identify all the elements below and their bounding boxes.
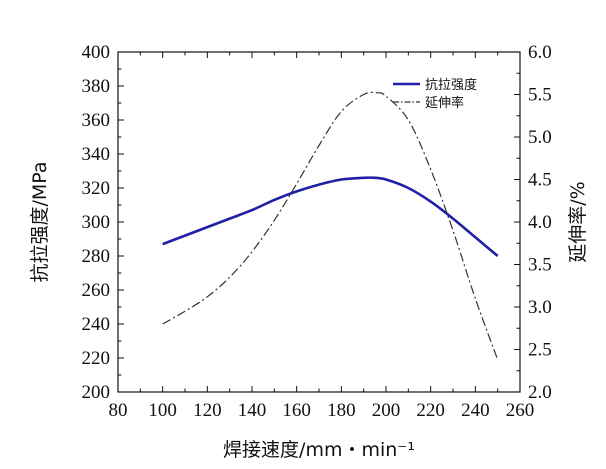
y-left-tick-label: 280 [82, 246, 111, 267]
right-y-axis-title: 延伸率/% [567, 181, 589, 262]
y-right-tick-label: 5.0 [528, 127, 552, 148]
y-right-tick-label: 4.0 [528, 212, 552, 233]
y-right-tick-label: 3.0 [528, 297, 552, 318]
y-right-tick-label: 2.0 [528, 382, 552, 403]
y-left-tick-label: 360 [82, 110, 111, 131]
y-right-tick-label: 3.5 [528, 255, 552, 276]
y-left-tick-label: 200 [82, 382, 111, 403]
x-tick-label: 120 [193, 400, 222, 421]
y-right-tick-label: 6.0 [528, 42, 552, 63]
y-left-tick-label: 400 [82, 42, 111, 63]
series-lines [162, 91, 499, 360]
x-tick-label: 240 [461, 400, 490, 421]
left-y-axis-title: 抗拉强度/MPa [29, 161, 51, 282]
y-left-tick-label: 240 [82, 314, 111, 335]
y-left-tick-label: 380 [82, 76, 111, 97]
y-left-tick-label: 220 [82, 348, 111, 369]
series-line-1 [162, 176, 499, 257]
legend-label-1: 抗拉强度 [425, 77, 477, 93]
x-tick-label: 160 [282, 400, 311, 421]
y-right-tick-label: 5.5 [528, 85, 552, 106]
series-line-2 [162, 91, 499, 360]
y-left-tick-label: 340 [82, 144, 111, 165]
x-tick-label: 200 [372, 400, 401, 421]
x-tick-label: 80 [109, 400, 128, 421]
x-axis-title: 焊接速度/mm・min⁻¹ [223, 439, 415, 461]
y-left-tick-label: 300 [82, 212, 111, 233]
legend-label-2: 延伸率 [425, 95, 464, 111]
x-tick-label: 220 [416, 400, 445, 421]
x-tick-label: 180 [327, 400, 356, 421]
y-right-tick-label: 4.5 [528, 170, 552, 191]
y-left-tick-label: 260 [82, 280, 111, 301]
axis-ticks: 80 100 120 140 160 180 200 220 240 260 200 220 240 26… [82, 42, 552, 421]
x-tick-label: 260 [506, 400, 535, 421]
x-tick-label: 100 [148, 400, 177, 421]
y-left-tick-label: 320 [82, 178, 111, 199]
y-right-tick-label: 2.5 [528, 340, 552, 361]
x-tick-label: 140 [238, 400, 267, 421]
